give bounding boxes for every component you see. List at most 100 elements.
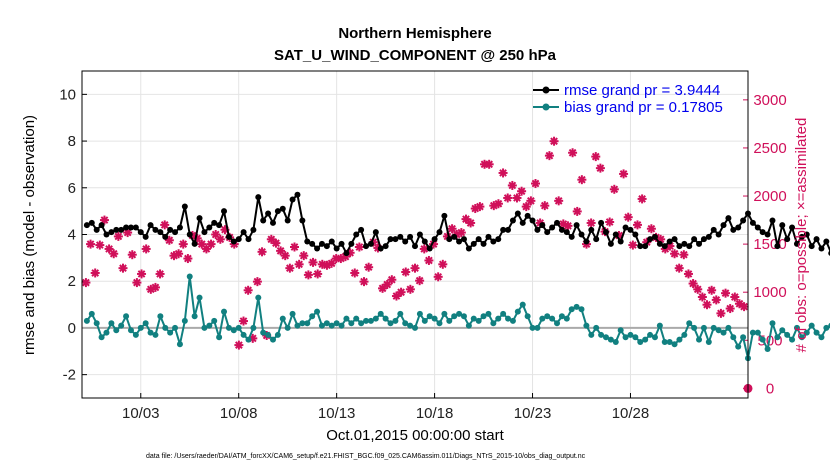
rmse-point: [749, 219, 756, 226]
rmse-point: [539, 222, 546, 229]
bias-point: [392, 317, 399, 324]
bias-point: [206, 322, 213, 329]
rmse-point: [524, 212, 531, 219]
obs-assimilated-point: [586, 218, 596, 228]
bias-point: [387, 320, 394, 327]
obs-assimilated-point: [549, 136, 559, 146]
bias-point: [431, 315, 438, 322]
bias-point: [402, 320, 409, 327]
obs-assimilated-point: [239, 316, 249, 326]
obs-assimilated-point: [127, 250, 137, 260]
bias-point: [367, 317, 374, 324]
bias-point: [142, 320, 149, 327]
rmse-point: [348, 240, 355, 247]
rmse-point: [436, 229, 443, 236]
bias-point: [818, 334, 825, 341]
rmse-point: [407, 233, 414, 240]
bias-point: [98, 334, 105, 341]
rmse-point: [583, 238, 590, 245]
bias-point: [377, 310, 384, 317]
rmse-point: [588, 226, 595, 233]
bias-point: [500, 310, 507, 317]
rmse-point: [769, 217, 776, 224]
bias-point: [823, 324, 830, 331]
rmse-point: [274, 208, 281, 215]
obs-assimilated-point: [725, 304, 735, 314]
obs-assimilated-point: [693, 284, 703, 294]
bias-point: [465, 322, 472, 329]
rmse-point: [201, 229, 208, 236]
y-tick-label: 8: [68, 133, 76, 150]
bias-point: [343, 315, 350, 322]
bias-point: [274, 331, 281, 338]
obs-assimilated-point: [674, 263, 684, 273]
rmse-point: [519, 219, 526, 226]
rmse-point: [656, 240, 663, 247]
rmse-point: [622, 224, 629, 231]
rmse-point: [465, 245, 472, 252]
obs-assimilated-point: [670, 249, 680, 259]
obs-assimilated-point: [484, 159, 494, 169]
rmse-point: [294, 191, 301, 198]
obs-assimilated-point: [327, 258, 337, 268]
rmse-point: [789, 224, 796, 231]
obs-assimilated-point: [702, 300, 712, 310]
y-right-tick-label: 0: [766, 380, 774, 397]
y-right-tick-label: 2000: [753, 188, 786, 205]
obs-assimilated-point: [730, 292, 740, 302]
bias-point: [598, 331, 605, 338]
bias-point: [676, 336, 683, 343]
bias-point: [441, 310, 448, 317]
bias-point: [132, 331, 139, 338]
bias-point: [720, 329, 727, 336]
bias-point: [416, 310, 423, 317]
obs-assimilated-point: [396, 287, 406, 297]
bias-point: [196, 294, 203, 301]
bias-point: [407, 322, 414, 329]
obs-assimilated-point: [438, 259, 448, 269]
bias-point: [612, 338, 619, 345]
obs-assimilated-point: [178, 239, 188, 249]
rmse-point: [460, 236, 467, 243]
bias-point: [700, 324, 707, 331]
obs-assimilated-point: [721, 288, 731, 298]
rmse-point: [632, 231, 639, 238]
bias-point: [372, 315, 379, 322]
obs-assimilated-point: [364, 262, 374, 272]
rmse-point: [627, 226, 634, 233]
rmse-point: [818, 245, 825, 252]
rmse-point: [558, 226, 565, 233]
bias-point: [88, 310, 95, 317]
y-tick-label: 10: [59, 86, 76, 103]
obs-assimilated-point: [174, 249, 184, 259]
rmse-point: [255, 194, 262, 201]
rmse-point: [681, 240, 688, 247]
obs-assimilated-point: [707, 285, 717, 295]
rmse-point: [181, 203, 188, 210]
obs-assimilated-point: [401, 267, 411, 277]
bias-point: [421, 317, 428, 324]
bias-point: [740, 334, 747, 341]
obs-assimilated-point: [289, 242, 299, 252]
rmse-point: [358, 226, 365, 233]
rmse-point: [602, 229, 609, 236]
rmse-point: [260, 217, 267, 224]
rmse-point: [103, 231, 110, 238]
bias-point: [539, 315, 546, 322]
x-tick-label: 10/13: [318, 405, 356, 422]
rmse-point: [289, 196, 296, 203]
rmse-point: [456, 238, 463, 245]
bias-point: [250, 324, 257, 331]
obs-assimilated-point: [155, 269, 165, 279]
rmse-point: [740, 217, 747, 224]
bias-point: [514, 308, 521, 315]
data-file-note: data file: /Users/raeder/DAI/ATM_forcXX/…: [146, 453, 586, 460]
rmse-point: [392, 236, 399, 243]
rmse-point: [250, 226, 257, 233]
bias-point: [328, 322, 335, 329]
bias-point: [284, 324, 291, 331]
y-right-axis-label: # of obs: o=possible; ×=assimilated: [793, 118, 810, 353]
y-tick-label: 6: [68, 180, 76, 197]
obs-assimilated-point: [257, 247, 267, 257]
obs-assimilated-point: [688, 279, 698, 289]
